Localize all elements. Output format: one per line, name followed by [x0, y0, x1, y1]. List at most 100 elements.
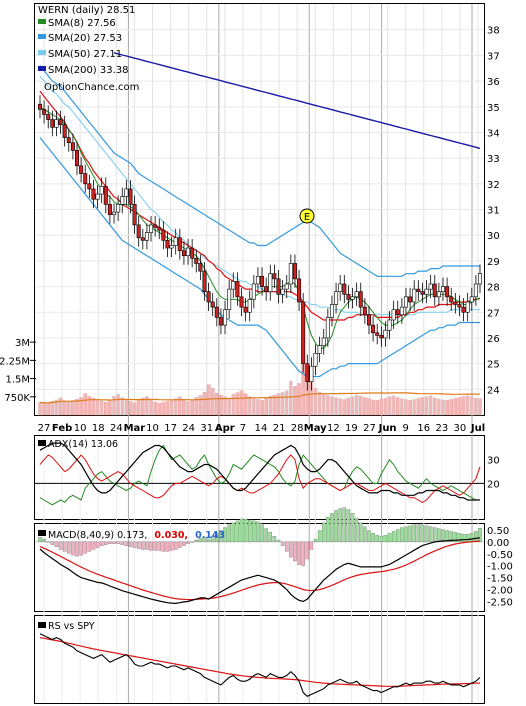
- volume-bar: [62, 400, 67, 416]
- volume-bar: [383, 397, 388, 416]
- macd-histogram-bar: [433, 527, 437, 543]
- rs-average-line: [39, 637, 481, 687]
- candle-body: [140, 237, 145, 241]
- price-tick-label: 29: [487, 257, 500, 268]
- macd-histogram-bar: [474, 531, 478, 543]
- volume-bar: [404, 399, 408, 416]
- macd-histogram-bar: [313, 538, 318, 543]
- candle-body: [264, 286, 269, 292]
- macd-histogram-bar: [83, 541, 87, 554]
- volume-bar: [326, 394, 330, 416]
- macd-histogram-bar: [326, 516, 330, 543]
- candle-body: [206, 291, 211, 303]
- volume-bar: [46, 402, 51, 416]
- candle-body: [391, 309, 396, 321]
- candle-body: [424, 288, 429, 295]
- x-tick-label: 19: [345, 423, 358, 434]
- candle-body: [132, 204, 137, 226]
- macd-histogram-bar: [297, 541, 301, 565]
- candle-body: [280, 288, 285, 295]
- macd-histogram-bar: [104, 541, 108, 545]
- legend-sma50: SMA(50) 27.11: [48, 49, 122, 60]
- volume-bar: [169, 400, 174, 416]
- volume-bar: [54, 399, 59, 416]
- volume-bar: [457, 397, 462, 416]
- volume-bar: [42, 403, 46, 416]
- volume-bar: [338, 398, 342, 416]
- earnings-marker: E: [299, 208, 315, 224]
- price-tick-label: 35: [487, 103, 500, 114]
- volume-bar: [367, 398, 371, 416]
- volume-bar: [132, 402, 137, 416]
- candle-body: [202, 270, 207, 292]
- adx-label-text: ADX(14) 13.06: [48, 439, 118, 450]
- macd-histogram-bar: [62, 541, 67, 552]
- candle-body: [375, 332, 380, 336]
- macd-histogram-bar: [424, 525, 429, 543]
- x-tick-label: 12: [327, 423, 340, 434]
- macd-histogram-bar: [243, 518, 248, 543]
- volume-bar: [264, 397, 268, 416]
- macd-histogram-bar: [247, 519, 252, 543]
- macd-histogram-bar: [178, 541, 182, 548]
- volume-bar: [95, 399, 100, 416]
- volume-bar: [145, 396, 149, 416]
- volume-bar: [71, 400, 75, 416]
- candle-body: [477, 273, 482, 285]
- macd-histogram-bar: [153, 541, 157, 551]
- volume-bar: [391, 395, 396, 416]
- macd-histogram-bar: [239, 518, 244, 543]
- volume-bar: [420, 397, 425, 416]
- macd-histogram-bar: [161, 541, 166, 552]
- macd-histogram-bar: [301, 541, 305, 566]
- candle-body: [124, 188, 129, 197]
- price-tick-label: 27: [487, 308, 500, 319]
- macd-histogram-bar: [441, 529, 445, 543]
- candle-body: [173, 237, 178, 246]
- candle-body: [37, 103, 42, 110]
- candle-body: [329, 304, 334, 318]
- candle-body: [161, 229, 166, 241]
- legend-swatch-sma50: [38, 50, 46, 55]
- candle-body: [354, 291, 359, 298]
- adx-tick-label: 20: [487, 479, 500, 490]
- macd-histogram-bar: [264, 528, 268, 543]
- volume-bar: [371, 399, 375, 416]
- volume-tick-label: 2.25M: [0, 356, 30, 367]
- candle-body: [235, 281, 240, 298]
- macd-histogram-bar: [284, 541, 289, 552]
- macd-histogram-bar: [95, 541, 100, 548]
- volume-bar: [157, 403, 162, 416]
- macd-histogram-bar: [289, 541, 293, 558]
- candle-body: [449, 296, 454, 303]
- price-tick-label: 30: [487, 231, 500, 242]
- macd-histogram-bar: [206, 538, 211, 543]
- rs-label: RS vs SPY: [38, 621, 95, 632]
- volume-bar: [363, 397, 367, 416]
- macd-histogram-bar: [124, 541, 129, 546]
- adx-line: [39, 442, 481, 501]
- macd-histogram-bar: [383, 535, 388, 543]
- x-tick-label: 27: [38, 423, 51, 434]
- macd-histogram-bar: [317, 530, 322, 543]
- x-tick-label: 28: [291, 423, 304, 434]
- macd-histogram-bar: [141, 541, 145, 550]
- price-tick-label: 38: [487, 26, 500, 37]
- macd-histogram-bar: [338, 508, 342, 543]
- macd-histogram-bar: [363, 526, 367, 543]
- candle-body: [387, 319, 392, 331]
- macd-histogram-bar: [128, 541, 133, 547]
- candle-body: [223, 309, 228, 326]
- volume-bar: [66, 401, 71, 416]
- candle-body: [334, 291, 339, 305]
- volume-bar: [276, 393, 281, 416]
- candle-body: [169, 245, 174, 249]
- candle-body: [362, 306, 367, 316]
- candle-body: [231, 281, 236, 290]
- panel-frames: [34, 3, 485, 704]
- x-tick-label: 24: [182, 423, 195, 434]
- candle-body: [284, 283, 289, 290]
- volume-bar: [149, 399, 153, 416]
- volume-bar: [182, 399, 186, 416]
- candle-body: [301, 301, 306, 364]
